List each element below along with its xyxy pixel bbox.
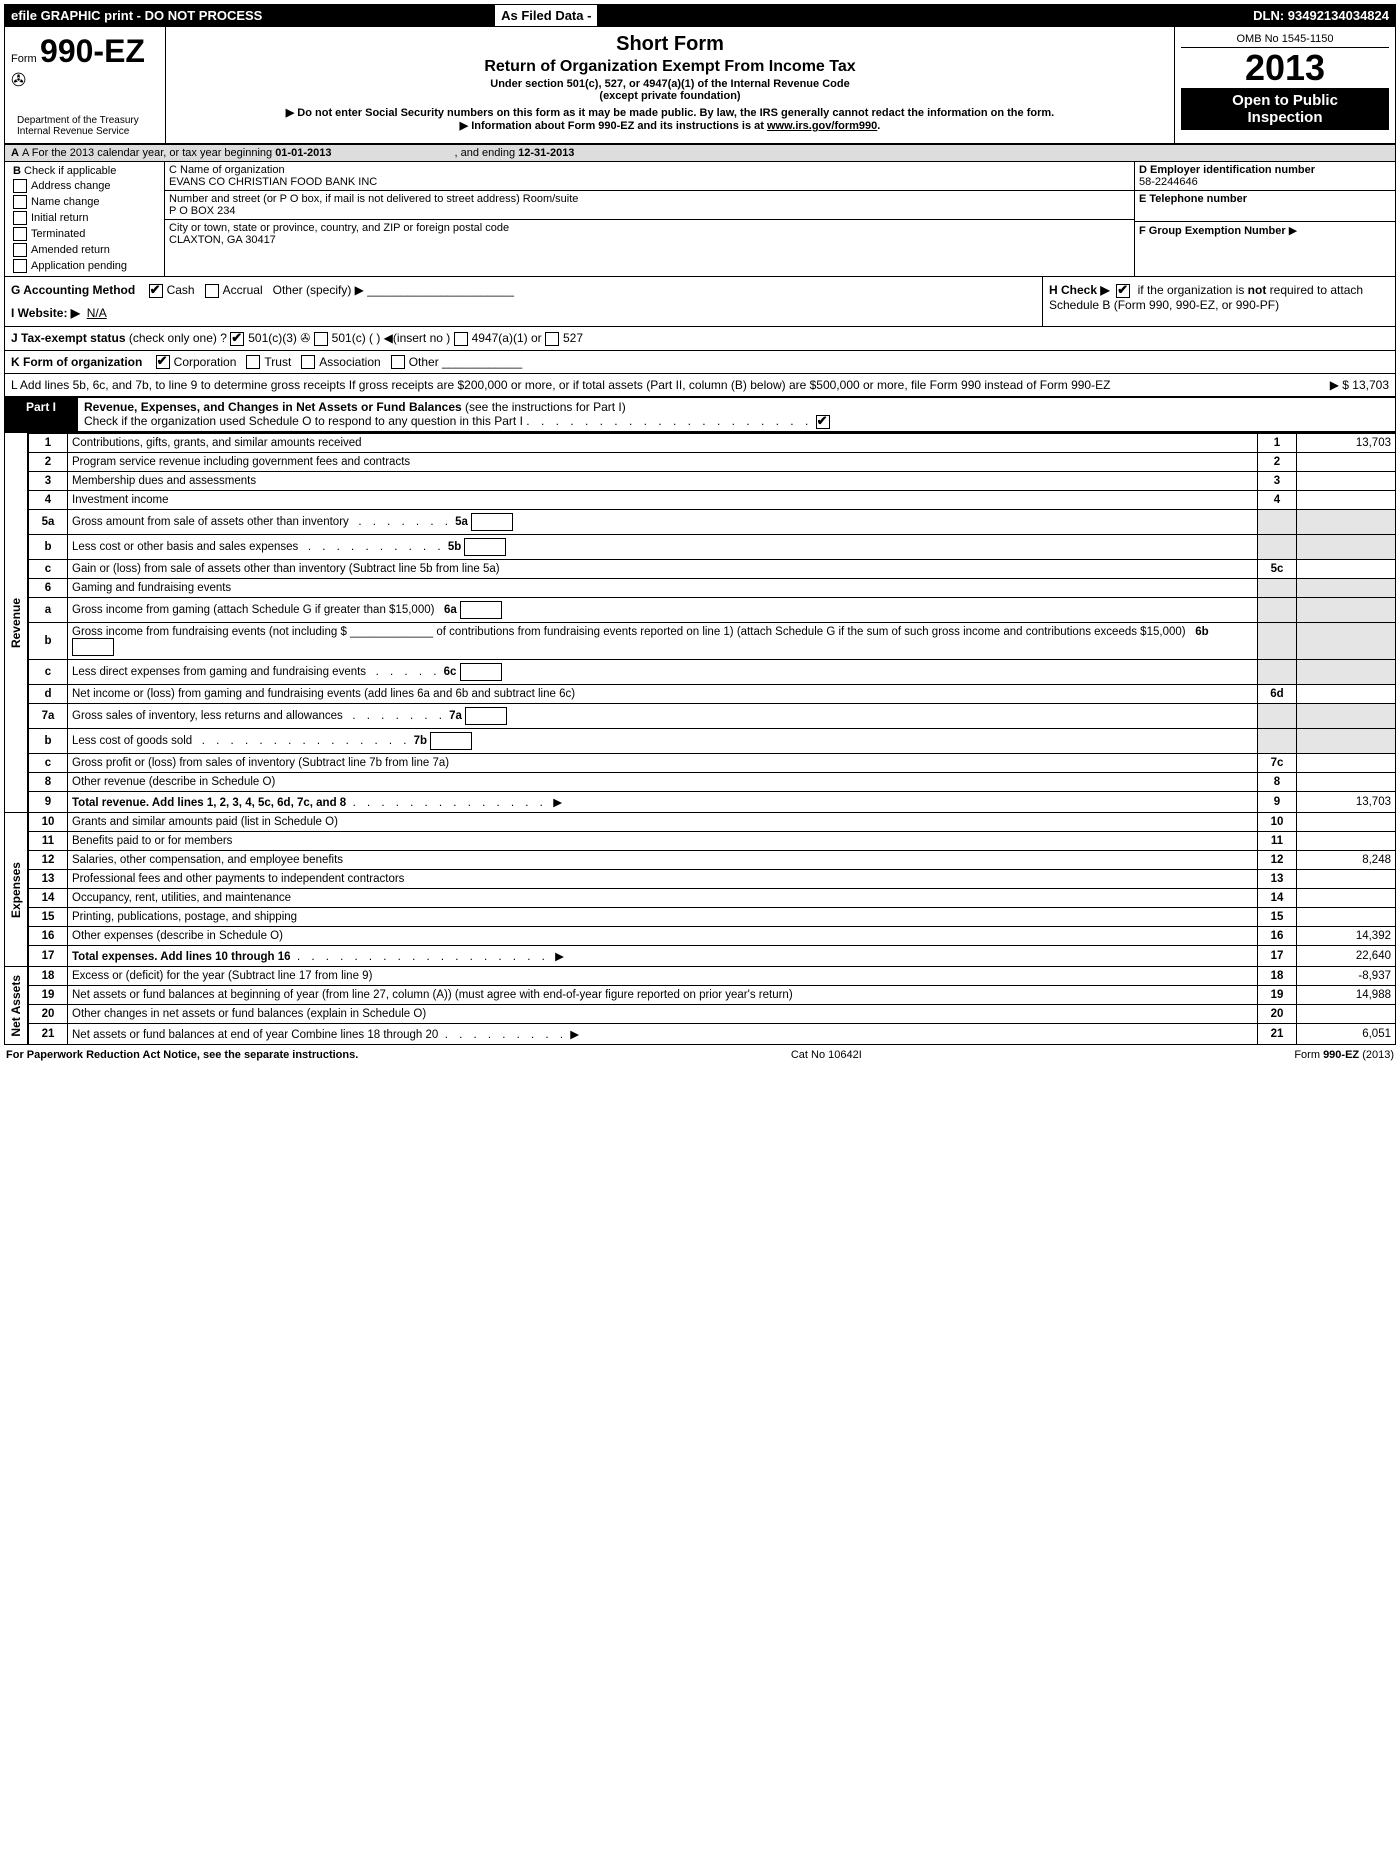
line-6: 6Gaming and fundraising events [29, 579, 1396, 598]
chk-app-pending[interactable]: Application pending [9, 258, 160, 274]
telephone [1139, 205, 1391, 219]
line-4: 4Investment income4 [29, 491, 1396, 510]
chk-cash[interactable] [149, 284, 163, 298]
amt-12: 8,248 [1297, 851, 1396, 870]
line-21: 21Net assets or fund balances at end of … [29, 1024, 1396, 1045]
line-13: 13Professional fees and other payments t… [29, 870, 1396, 889]
efile-topbar: efile GRAPHIC print - DO NOT PROCESS As … [4, 4, 1396, 27]
chk-name-change[interactable]: Name change [9, 194, 160, 210]
line-12: 12Salaries, other compensation, and empl… [29, 851, 1396, 870]
line-a-tax-year: A A For the 2013 calendar year, or tax y… [4, 144, 1396, 162]
line-5a: 5aGross amount from sale of assets other… [29, 510, 1396, 535]
line-14: 14Occupancy, rent, utilities, and mainte… [29, 889, 1396, 908]
open-to-public: Open to Public Inspection [1181, 88, 1389, 130]
chk-501c[interactable] [314, 332, 328, 346]
section-bcdef: B Check if applicable Address change Nam… [4, 162, 1396, 277]
line-7b: bLess cost of goods sold . . . . . . . .… [29, 729, 1396, 754]
form-number: 990-EZ [40, 33, 145, 69]
line-20: 20Other changes in net assets or fund ba… [29, 1005, 1396, 1024]
line-7c: cGross profit or (loss) from sales of in… [29, 754, 1396, 773]
line-16: 16Other expenses (describe in Schedule O… [29, 927, 1396, 946]
chk-accrual[interactable] [205, 284, 219, 298]
ein: 58-2244646 [1139, 176, 1391, 188]
org-street: P O BOX 234 [169, 205, 1130, 217]
line-7a: 7aGross sales of inventory, less returns… [29, 704, 1396, 729]
topbar-left: efile GRAPHIC print - DO NOT PROCESS [5, 5, 494, 26]
line-11: 11Benefits paid to or for members11 [29, 832, 1396, 851]
title-short-form: Short Form [172, 33, 1168, 56]
part1-header: Part I Revenue, Expenses, and Changes in… [4, 397, 1396, 432]
year-block: OMB No 1545-1150 2013 Open to Public Ins… [1175, 27, 1395, 143]
netassets-section: Net Assets 18Excess or (deficit) for the… [4, 967, 1396, 1045]
amt-16: 14,392 [1297, 927, 1396, 946]
line-2: 2Program service revenue including gover… [29, 453, 1396, 472]
dept-treasury: Department of the Treasury [11, 115, 159, 126]
form-header: Form 990-EZ ✇ Department of the Treasury… [4, 27, 1396, 144]
chk-amended[interactable]: Amended return [9, 242, 160, 258]
chk-terminated[interactable]: Terminated [9, 226, 160, 242]
line-3: 3Membership dues and assessments3 [29, 472, 1396, 491]
org-city: CLAXTON, GA 30417 [169, 234, 1130, 246]
side-expenses: Expenses [7, 860, 25, 920]
line-9: 9Total revenue. Add lines 1, 2, 3, 4, 5c… [29, 792, 1396, 813]
footer-catno: Cat No 10642I [791, 1049, 862, 1061]
revenue-section: Revenue 1Contributions, gifts, grants, a… [4, 432, 1396, 813]
line-18: 18Excess or (deficit) for the year (Subt… [29, 967, 1396, 986]
line-19: 19Net assets or fund balances at beginni… [29, 986, 1396, 1005]
chk-501c3[interactable] [230, 332, 244, 346]
line-6b: bGross income from fundraising events (n… [29, 623, 1396, 660]
chk-527[interactable] [545, 332, 559, 346]
side-netassets: Net Assets [7, 973, 25, 1039]
gross-receipts: $ 13,703 [1342, 378, 1389, 392]
form-title-block: Short Form Return of Organization Exempt… [165, 27, 1175, 143]
amt-21: 6,051 [1297, 1024, 1396, 1045]
line-8: 8Other revenue (describe in Schedule O)8 [29, 773, 1396, 792]
org-name: EVANS CO CHRISTIAN FOOD BANK INC [169, 176, 1130, 188]
chk-other-org[interactable] [391, 355, 405, 369]
line-6a: aGross income from gaming (attach Schedu… [29, 598, 1396, 623]
amt-19: 14,988 [1297, 986, 1396, 1005]
chk-4947[interactable] [454, 332, 468, 346]
line-10: 10Grants and similar amounts paid (list … [29, 813, 1396, 832]
topbar-dln: DLN: 93492134034824 [1183, 5, 1395, 26]
chk-assoc[interactable] [301, 355, 315, 369]
line-j: J Tax-exempt status (check only one) ? 5… [4, 327, 1396, 351]
tax-year: 2013 [1181, 48, 1389, 88]
chk-scheduleB[interactable] [1116, 284, 1130, 298]
line-l: L Add lines 5b, 6c, and 7b, to line 9 to… [4, 374, 1396, 397]
amt-1: 13,703 [1297, 434, 1396, 453]
amt-17: 22,640 [1297, 946, 1396, 967]
line-g-h: G Accounting Method Cash Accrual Other (… [4, 277, 1396, 327]
title-return: Return of Organization Exempt From Incom… [172, 58, 1168, 76]
expenses-section: Expenses 10Grants and similar amounts pa… [4, 813, 1396, 967]
website-link[interactable]: N/A [87, 306, 107, 320]
line-17: 17Total expenses. Add lines 10 through 1… [29, 946, 1396, 967]
chk-trust[interactable] [246, 355, 260, 369]
amt-18: -8,937 [1297, 967, 1396, 986]
line-1: 1Contributions, gifts, grants, and simil… [29, 434, 1396, 453]
page-footer: For Paperwork Reduction Act Notice, see … [4, 1045, 1396, 1065]
footer-formref: Form 990-EZ (2013) [1294, 1049, 1394, 1061]
footer-left: For Paperwork Reduction Act Notice, see … [6, 1049, 358, 1061]
chk-schedO-part1[interactable] [816, 415, 830, 429]
line-6d: dNet income or (loss) from gaming and fu… [29, 685, 1396, 704]
chk-corp[interactable] [156, 355, 170, 369]
line-k: K Form of organization Corporation Trust… [4, 351, 1396, 375]
line-15: 15Printing, publications, postage, and s… [29, 908, 1396, 927]
form-number-block: Form 990-EZ ✇ Department of the Treasury… [5, 27, 165, 143]
instructions-link[interactable]: www.irs.gov/form990 [767, 120, 877, 132]
omb-number: OMB No 1545-1150 [1181, 33, 1389, 48]
amt-9: 13,703 [1297, 792, 1396, 813]
line-5b: bLess cost or other basis and sales expe… [29, 535, 1396, 560]
topbar-mid: As Filed Data - [494, 5, 598, 26]
line-6c: cLess direct expenses from gaming and fu… [29, 660, 1396, 685]
dept-irs: Internal Revenue Service [11, 126, 159, 137]
side-revenue: Revenue [7, 596, 25, 650]
line-5c: cGain or (loss) from sale of assets othe… [29, 560, 1396, 579]
chk-address-change[interactable]: Address change [9, 178, 160, 194]
chk-initial-return[interactable]: Initial return [9, 210, 160, 226]
